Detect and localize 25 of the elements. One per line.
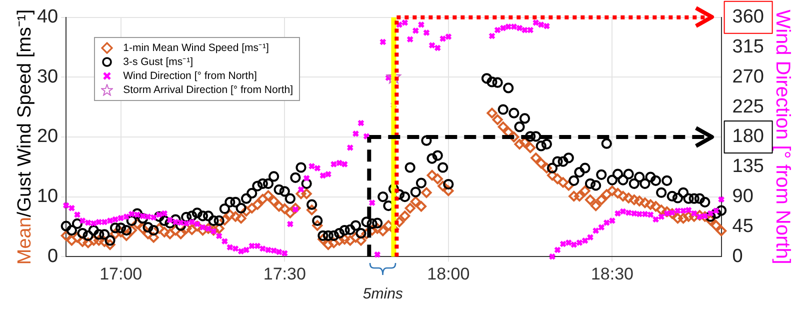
y-tick-label: 0 (48, 246, 58, 267)
y-tick-label: 20 (36, 126, 58, 148)
y2-tick-label: 180 (732, 126, 764, 148)
legend-label: 3-s Gust [ms⁻¹] (123, 55, 194, 70)
y2-tick-label: 315 (732, 36, 764, 58)
y2-tick-label: 225 (732, 96, 764, 118)
legend-label: 1-min Mean Wind Speed [ms⁻¹] (123, 41, 269, 56)
x-tick-label: 18:00 (427, 264, 470, 284)
legend-label: Storm Arrival Direction [° from North] (123, 83, 294, 98)
y-axis-title: Mean/Gust Wind Speed [ms⁻¹] (14, 9, 36, 265)
x-tick-label: 17:00 (100, 264, 142, 284)
y2-tick-label: 360 (732, 6, 764, 28)
text: 5mins (362, 285, 404, 302)
y-tick-label: 30 (36, 66, 58, 88)
y2-tick-label: 45 (732, 216, 754, 237)
x-tick-label: 18:30 (590, 264, 634, 284)
y2-tick-label: 135 (732, 156, 764, 178)
y2-tick-label: 90 (732, 186, 754, 208)
legend-label: Wind Direction [° from North] (123, 69, 257, 84)
y2-axis-title: Wind Direction [° from North] (771, 10, 794, 264)
y-tick-label: 10 (36, 186, 58, 208)
x-tick-label: 17:30 (263, 264, 306, 284)
y-tick-label: 40 (36, 6, 58, 28)
y2-tick-label: 270 (732, 66, 764, 88)
y2-tick-label: 0 (732, 246, 743, 267)
